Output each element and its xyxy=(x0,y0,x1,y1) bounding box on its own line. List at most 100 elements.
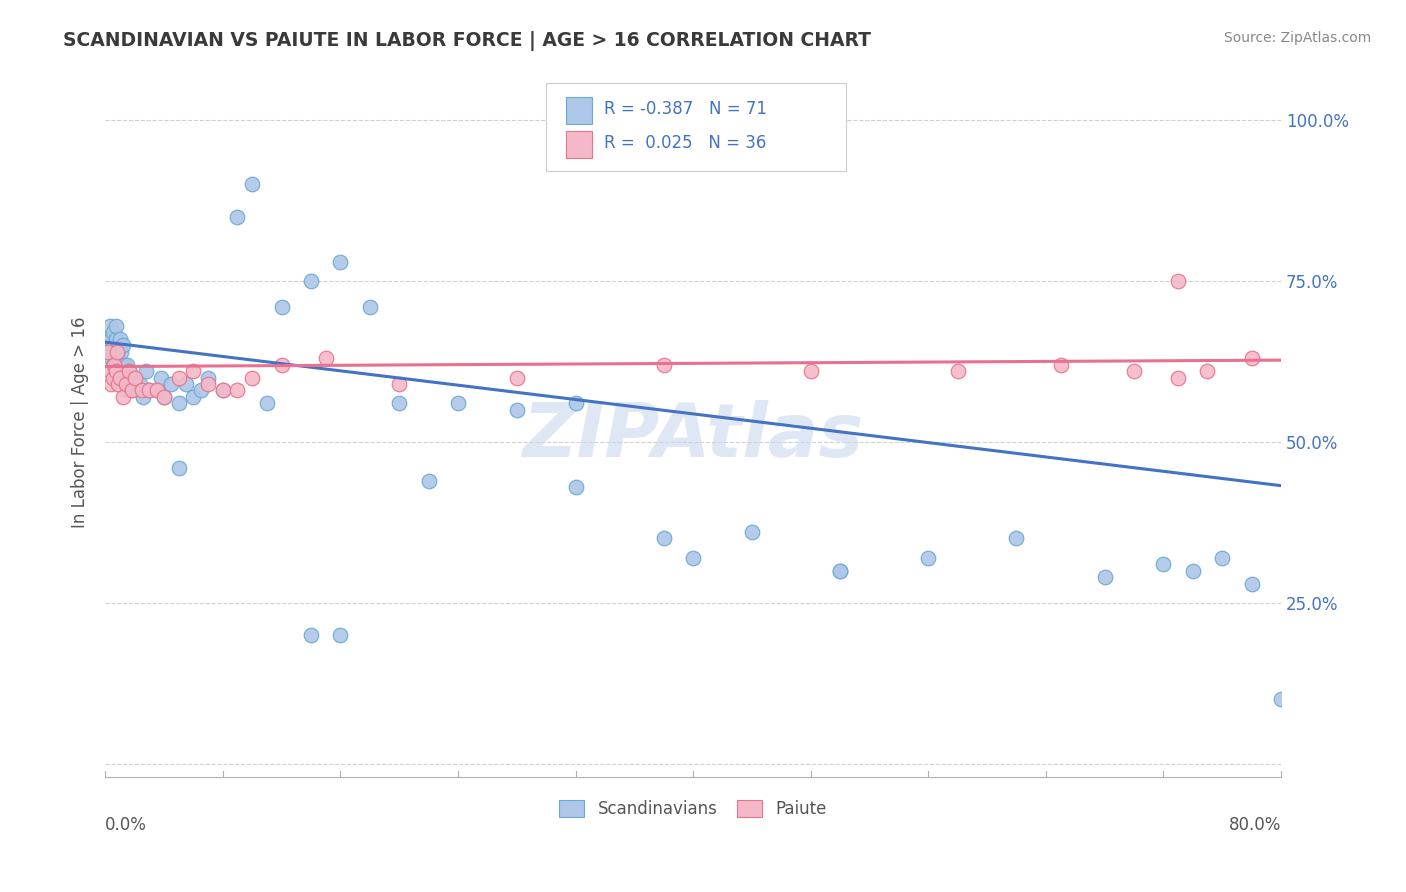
Point xyxy=(135,364,157,378)
Point xyxy=(506,370,529,384)
Point xyxy=(329,254,352,268)
Point xyxy=(111,390,134,404)
Point xyxy=(145,384,167,398)
Point xyxy=(111,338,134,352)
Point xyxy=(104,358,127,372)
Point xyxy=(299,628,322,642)
Point xyxy=(447,396,470,410)
Point xyxy=(105,344,128,359)
Text: ZIPAtlas: ZIPAtlas xyxy=(523,401,863,474)
Point xyxy=(153,390,176,404)
Point xyxy=(114,370,136,384)
Point xyxy=(800,364,823,378)
Point xyxy=(564,480,586,494)
Point xyxy=(388,396,411,410)
Point xyxy=(150,370,173,384)
Point xyxy=(124,370,146,384)
Point xyxy=(828,564,851,578)
Point xyxy=(167,396,190,410)
Point xyxy=(211,384,233,398)
Point xyxy=(120,370,142,384)
Point xyxy=(105,344,128,359)
Point xyxy=(98,318,121,333)
Point xyxy=(100,351,122,366)
Point xyxy=(122,370,145,384)
Point xyxy=(107,376,129,391)
Point xyxy=(226,384,249,398)
Point xyxy=(114,376,136,391)
Point xyxy=(103,344,125,359)
FancyBboxPatch shape xyxy=(567,131,592,158)
Point xyxy=(118,364,141,378)
Point xyxy=(153,390,176,404)
Point xyxy=(270,300,292,314)
Point xyxy=(1197,364,1219,378)
Point xyxy=(1005,532,1028,546)
Point xyxy=(108,332,131,346)
Point xyxy=(167,460,190,475)
Point xyxy=(240,178,263,192)
Point xyxy=(1181,564,1204,578)
Point xyxy=(174,376,197,391)
Point xyxy=(1270,692,1292,706)
Point xyxy=(110,344,132,359)
Point xyxy=(1152,558,1174,572)
Point xyxy=(160,376,183,391)
Point xyxy=(100,332,122,346)
Point xyxy=(1240,351,1263,366)
Text: 0.0%: 0.0% xyxy=(105,815,148,833)
Point xyxy=(124,376,146,391)
Text: R = -0.387   N = 71: R = -0.387 N = 71 xyxy=(603,100,766,118)
Y-axis label: In Labor Force | Age > 16: In Labor Force | Age > 16 xyxy=(72,317,89,528)
Point xyxy=(652,358,675,372)
Point xyxy=(183,364,205,378)
Point xyxy=(101,344,124,359)
Point xyxy=(1240,576,1263,591)
Point xyxy=(1094,570,1116,584)
Point xyxy=(946,364,969,378)
Point xyxy=(256,396,278,410)
Point xyxy=(329,628,352,642)
Point xyxy=(121,384,143,398)
Point xyxy=(917,550,939,565)
Point xyxy=(108,358,131,372)
Point xyxy=(104,332,127,346)
Point xyxy=(145,384,167,398)
Point xyxy=(101,370,124,384)
Text: Source: ZipAtlas.com: Source: ZipAtlas.com xyxy=(1223,31,1371,45)
Point xyxy=(1049,358,1071,372)
Text: SCANDINAVIAN VS PAIUTE IN LABOR FORCE | AGE > 16 CORRELATION CHART: SCANDINAVIAN VS PAIUTE IN LABOR FORCE | … xyxy=(63,31,872,51)
Point xyxy=(108,370,131,384)
Point xyxy=(270,358,292,372)
Point xyxy=(183,390,205,404)
Point xyxy=(190,384,212,398)
Point xyxy=(138,384,160,398)
Point xyxy=(129,376,152,391)
Point xyxy=(104,364,127,378)
Point xyxy=(197,376,219,391)
Text: 80.0%: 80.0% xyxy=(1229,815,1281,833)
Point xyxy=(105,364,128,378)
Point xyxy=(98,338,121,352)
Point xyxy=(100,376,122,391)
Point xyxy=(682,550,704,565)
Point xyxy=(104,318,127,333)
Point xyxy=(564,396,586,410)
Point xyxy=(167,370,190,384)
Point xyxy=(111,364,134,378)
Point xyxy=(110,370,132,384)
Point xyxy=(359,300,381,314)
Point xyxy=(101,326,124,340)
Point xyxy=(97,344,120,359)
Point xyxy=(132,390,155,404)
Point xyxy=(131,384,153,398)
Point xyxy=(107,351,129,366)
Point xyxy=(103,338,125,352)
Point xyxy=(118,364,141,378)
Legend: Scandinavians, Paiute: Scandinavians, Paiute xyxy=(553,794,834,825)
Point xyxy=(98,364,121,378)
Point xyxy=(117,384,139,398)
Text: R =  0.025   N = 36: R = 0.025 N = 36 xyxy=(603,134,766,152)
Point xyxy=(112,358,135,372)
Point xyxy=(741,524,763,539)
